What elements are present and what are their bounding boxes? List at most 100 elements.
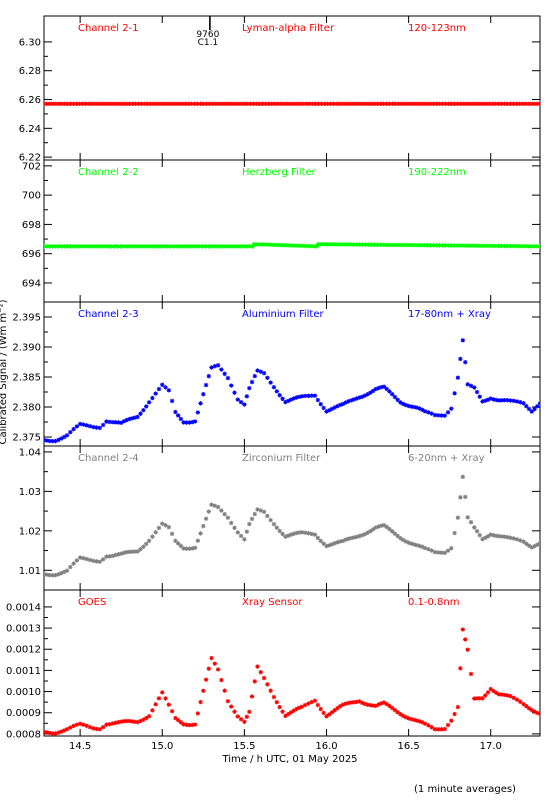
data-point <box>135 719 140 725</box>
y-tick-label: 0.0013 <box>6 624 41 635</box>
data-point <box>203 516 209 521</box>
data-point <box>505 398 510 403</box>
data-point <box>332 541 337 546</box>
data-point <box>348 700 354 705</box>
data-point <box>288 710 294 715</box>
data-point <box>209 502 214 507</box>
data-point <box>508 101 513 107</box>
data-point <box>252 373 257 379</box>
data-point <box>398 711 403 717</box>
data-point <box>222 511 227 517</box>
data-point <box>518 400 523 405</box>
data-point <box>406 403 411 409</box>
data-point <box>381 522 387 528</box>
y-tick-label: 0.0010 <box>6 687 41 698</box>
data-point <box>68 429 73 435</box>
y-tick-label: 698 <box>22 220 41 231</box>
data-point <box>47 730 52 736</box>
data-point <box>357 533 362 539</box>
data-point <box>431 243 436 248</box>
data-point <box>310 101 315 107</box>
data-point <box>222 371 227 377</box>
data-point <box>363 242 368 247</box>
flare-label-top: 9760 <box>196 30 219 40</box>
data-point <box>275 242 281 248</box>
data-point <box>104 722 109 727</box>
data-point <box>258 508 263 513</box>
data-point <box>416 101 422 107</box>
data-point <box>47 438 52 444</box>
data-point <box>449 243 454 248</box>
data-point <box>44 730 50 735</box>
data-point <box>535 542 540 547</box>
panel-frame <box>43 589 541 737</box>
data-point <box>224 101 230 107</box>
data-point <box>138 718 143 724</box>
y-tick-label: 6.24 <box>19 124 41 135</box>
data-point <box>56 730 61 735</box>
data-point <box>295 101 301 107</box>
data-point <box>299 704 305 710</box>
data-point <box>484 101 490 107</box>
data-point <box>136 101 141 107</box>
data-point <box>124 244 129 249</box>
data-point <box>109 101 115 107</box>
data-point <box>277 393 282 398</box>
data-point <box>455 515 461 520</box>
data-point <box>132 549 138 554</box>
data-point <box>485 534 491 539</box>
data-point <box>153 391 158 396</box>
data-point <box>59 729 64 734</box>
data-point <box>50 244 56 249</box>
data-point <box>528 244 534 249</box>
data-point <box>381 242 386 248</box>
data-point <box>348 398 354 403</box>
data-point <box>480 399 485 404</box>
data-point <box>206 509 211 514</box>
data-point <box>141 408 146 413</box>
data-point <box>94 726 99 732</box>
x-tick-label: 17.0 <box>480 741 502 752</box>
data-point <box>146 714 152 719</box>
data-point <box>153 244 158 249</box>
data-point <box>215 504 221 510</box>
data-point <box>312 532 318 537</box>
data-point <box>468 671 474 677</box>
data-point <box>266 101 271 107</box>
data-point <box>209 365 214 370</box>
data-point <box>357 699 362 704</box>
data-point <box>116 719 121 725</box>
data-point <box>203 677 209 682</box>
data-point <box>525 244 531 249</box>
data-points <box>44 241 540 249</box>
data-point <box>392 394 398 400</box>
data-point <box>87 724 93 730</box>
data-point <box>179 244 185 249</box>
panel-channel-label: Channel 2-2 <box>78 167 139 178</box>
data-point <box>411 404 417 410</box>
data-point <box>141 544 146 549</box>
data-point <box>85 244 91 249</box>
data-point <box>50 731 55 736</box>
data-point <box>153 530 158 535</box>
data-point <box>373 386 378 392</box>
panel-4: 1.01 1.02 1.03 1.04 Channel 2-4 Zirconium Fil… <box>19 445 541 591</box>
data-point <box>420 720 425 725</box>
data-point <box>369 242 374 247</box>
data-point <box>407 101 413 107</box>
data-point <box>360 242 365 247</box>
data-point <box>422 721 428 726</box>
data-point <box>71 723 76 729</box>
data-point <box>532 709 537 714</box>
data-point <box>191 244 197 249</box>
data-point <box>225 515 231 520</box>
data-point <box>190 546 195 551</box>
data-point <box>488 532 493 537</box>
data-point <box>477 532 482 538</box>
data-point <box>168 101 174 107</box>
data-point <box>215 101 221 107</box>
data-point <box>475 243 481 248</box>
data-point <box>315 397 321 403</box>
data-point <box>419 243 424 248</box>
